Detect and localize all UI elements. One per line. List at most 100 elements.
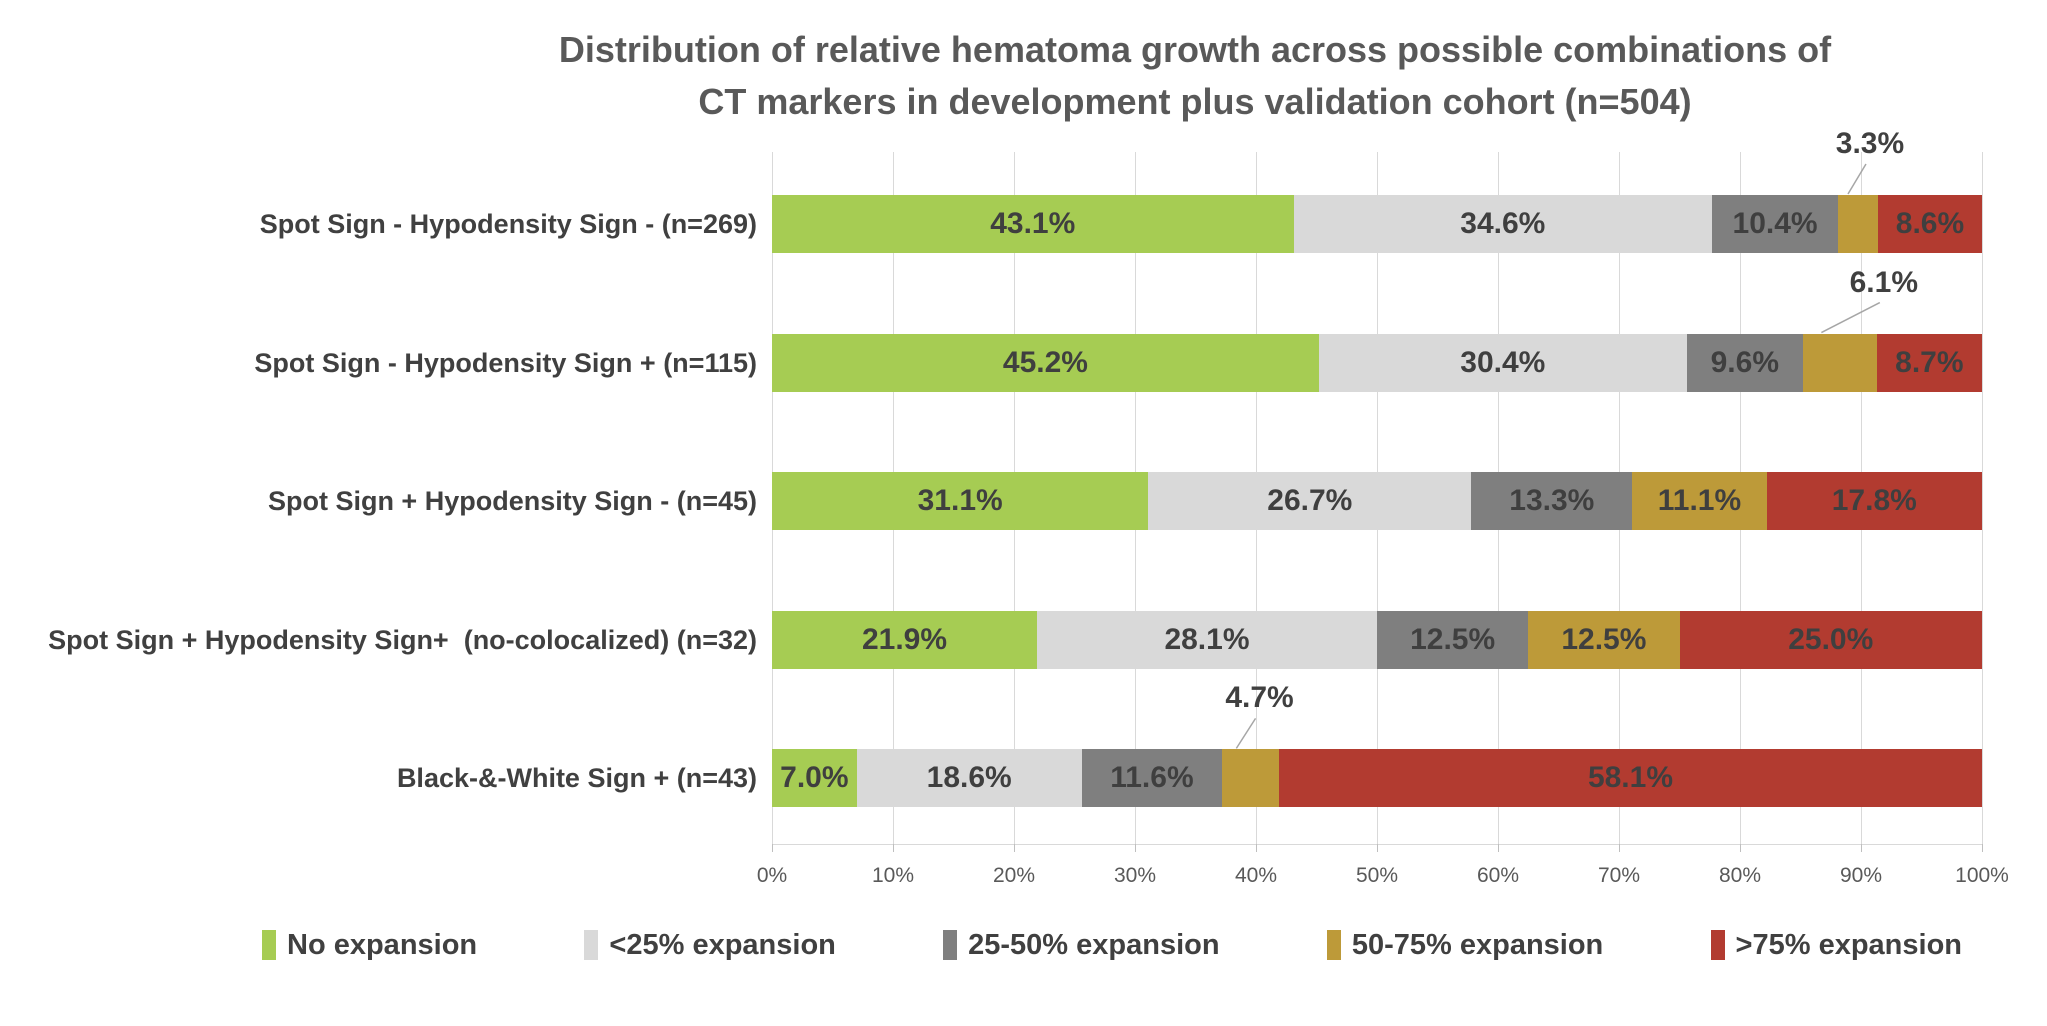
x-tick-mark [1014, 844, 1015, 852]
bar-segment-label: 7.0% [780, 761, 849, 795]
bar-segment-75-expansion: 8.7% [1876, 333, 1982, 392]
bar-segment-50-75-expansion: 12.5% [1528, 610, 1680, 669]
bar-segment-25-50-expansion: 11.6% [1081, 749, 1223, 808]
bar-segment-25-50-expansion: 9.6% [1686, 333, 1803, 392]
bar-segment-50-75-expansion [1802, 333, 1877, 392]
bar-segment-25-expansion: 34.6% [1293, 195, 1713, 253]
x-tick-mark [1861, 844, 1862, 852]
bar-segment-label: 45.2% [1002, 345, 1088, 379]
x-tick-mark [1740, 844, 1741, 852]
legend-marker-50-75-expansion [1326, 930, 1341, 960]
bar-row: 45.2% 30.4% 9.6% 8.7% [772, 333, 1982, 392]
x-tick-mark [1135, 844, 1136, 852]
x-tick-label: 80% [1718, 864, 1762, 887]
x-tick-label: 50% [1355, 864, 1399, 887]
callout-label: 6.1% [1849, 265, 1919, 299]
x-tick-label: 70% [1597, 864, 1641, 887]
x-tick-mark [1498, 844, 1499, 852]
x-tick-label: 30% [1113, 864, 1157, 887]
bar-segment-no-expansion: 31.1% [772, 472, 1149, 531]
bar-segment-no-expansion: 43.1% [772, 195, 1294, 253]
bar-segment-label: 25.0% [1788, 622, 1874, 656]
legend-marker-25-50-expansion [943, 930, 958, 960]
bar-segment-no-expansion: 7.0% [772, 749, 857, 808]
bar-segment-label: 12.5% [1561, 622, 1647, 656]
x-tick-mark [1256, 844, 1257, 852]
bar-segment-label: 21.9% [861, 622, 948, 656]
legend-marker-75-expansion [1710, 930, 1725, 960]
x-tick-mark [772, 844, 773, 852]
bar-segment-75-expansion: 25.0% [1679, 610, 1982, 669]
legend-item-no-expansion: No expansion [262, 929, 477, 962]
legend-marker-no-expansion [262, 930, 276, 960]
bar-segment-25-expansion: 18.6% [856, 749, 1082, 808]
x-tick-label: 10% [871, 864, 915, 887]
x-tick-mark [1982, 844, 1983, 852]
legend: No expansion <25% expansion 25-50% expansi… [262, 922, 1962, 968]
bar-segment-label: 28.1% [1164, 622, 1250, 656]
bar-segment-50-75-expansion [1838, 195, 1878, 253]
x-tick-mark [1619, 844, 1620, 852]
bar-segment-label: 31.1% [917, 484, 1003, 518]
x-tick-label: 40% [1234, 864, 1278, 887]
bar-segment-label: 8.7% [1895, 345, 1964, 379]
category-label: Spot Sign + Hypodensity Sign+ (no-coloca… [48, 624, 757, 655]
bar-segment-25-50-expansion: 12.5% [1377, 610, 1529, 669]
bar-segment-label: 12.5% [1410, 622, 1496, 656]
category-label: Spot Sign + Hypodensity Sign - (n=45) [267, 486, 757, 517]
legend-label: >75% expansion [1735, 928, 1962, 961]
bar-segment-25-expansion: 26.7% [1148, 472, 1472, 531]
bar-segment-label: 18.6% [926, 761, 1012, 795]
plot-area: 43.1% 34.6% 10.4% 8.6% 45.2% 30.4% 9.6% 8.7% 31.… [772, 152, 1983, 844]
gridline [1982, 152, 1983, 844]
legend-item-75-expansion: >75% expansion [1710, 928, 1962, 962]
category-label: Spot Sign - Hypodensity Sign + (n=115) [254, 347, 757, 378]
bar-row: 7.0% 18.6% 11.6% 58.1% [772, 749, 1982, 808]
bar-segment-75-expansion: 58.1% [1278, 749, 1982, 808]
category-label: Spot Sign - Hypodensity Sign - (n=269) [259, 209, 757, 239]
bar-segment-label: 8.6% [1895, 207, 1965, 240]
bar-segment-75-expansion: 8.6% [1877, 195, 1982, 253]
bar-segment-25-expansion: 30.4% [1318, 333, 1687, 392]
chart-title: Distribution of relative hematoma growth… [558, 29, 1832, 123]
legend-label: No expansion [287, 928, 478, 961]
bar-segment-25-50-expansion: 13.3% [1471, 472, 1633, 531]
bar-segment-25-50-expansion: 10.4% [1712, 195, 1838, 253]
bar-row: 21.9% 28.1% 12.5% 12.5% 25.0% [772, 610, 1982, 669]
x-tick-label: 100% [1955, 864, 2009, 887]
x-tick-mark [893, 844, 894, 852]
bar-segment-label: 9.6% [1710, 345, 1780, 379]
bar-segment-25-expansion: 28.1% [1036, 610, 1377, 669]
bar-row: 43.1% 34.6% 10.4% 8.6% [772, 195, 1982, 253]
x-tick-mark [1377, 844, 1378, 852]
bar-segment-75-expansion: 17.8% [1766, 472, 1982, 531]
legend-item-25-expansion: <25% expansion [584, 928, 836, 962]
bar-segment-label: 10.4% [1732, 207, 1818, 240]
callout-label: 4.7% [1225, 681, 1294, 715]
x-tick-label: 60% [1476, 864, 1520, 887]
bar-segment-label: 13.3% [1509, 484, 1595, 518]
legend-label: 50-75% expansion [1351, 928, 1604, 961]
legend-item-50-75-expansion: 50-75% expansion [1326, 928, 1604, 962]
bar-segment-label: 30.4% [1460, 345, 1546, 379]
bar-segment-label: 43.1% [990, 207, 1076, 240]
legend-item-25-50-expansion: 25-50% expansion [943, 928, 1220, 962]
x-tick-label: 90% [1839, 864, 1883, 887]
bar-row: 31.1% 26.7% 13.3% 11.1% 17.8% [772, 472, 1982, 531]
bar-segment-label: 58.1% [1587, 761, 1674, 795]
bar-segment-50-75-expansion: 11.1% [1632, 472, 1767, 531]
legend-label: 25-50% expansion [968, 928, 1220, 961]
bar-segment-no-expansion: 45.2% [772, 333, 1319, 392]
legend-marker-25-expansion [584, 930, 599, 960]
callout-label: 3.3% [1835, 127, 1905, 160]
legend-label: <25% expansion [609, 928, 836, 961]
x-tick-label: 0% [756, 864, 788, 887]
bar-segment-50-75-expansion [1222, 749, 1279, 808]
bar-segment-label: 17.8% [1831, 484, 1917, 518]
bar-segment-label: 11.1% [1657, 484, 1742, 518]
x-tick-label: 20% [992, 864, 1036, 887]
category-label: Black-&-White Sign + (n=43) [396, 763, 757, 794]
bar-segment-label: 26.7% [1267, 484, 1353, 518]
bar-segment-label: 34.6% [1460, 207, 1546, 240]
